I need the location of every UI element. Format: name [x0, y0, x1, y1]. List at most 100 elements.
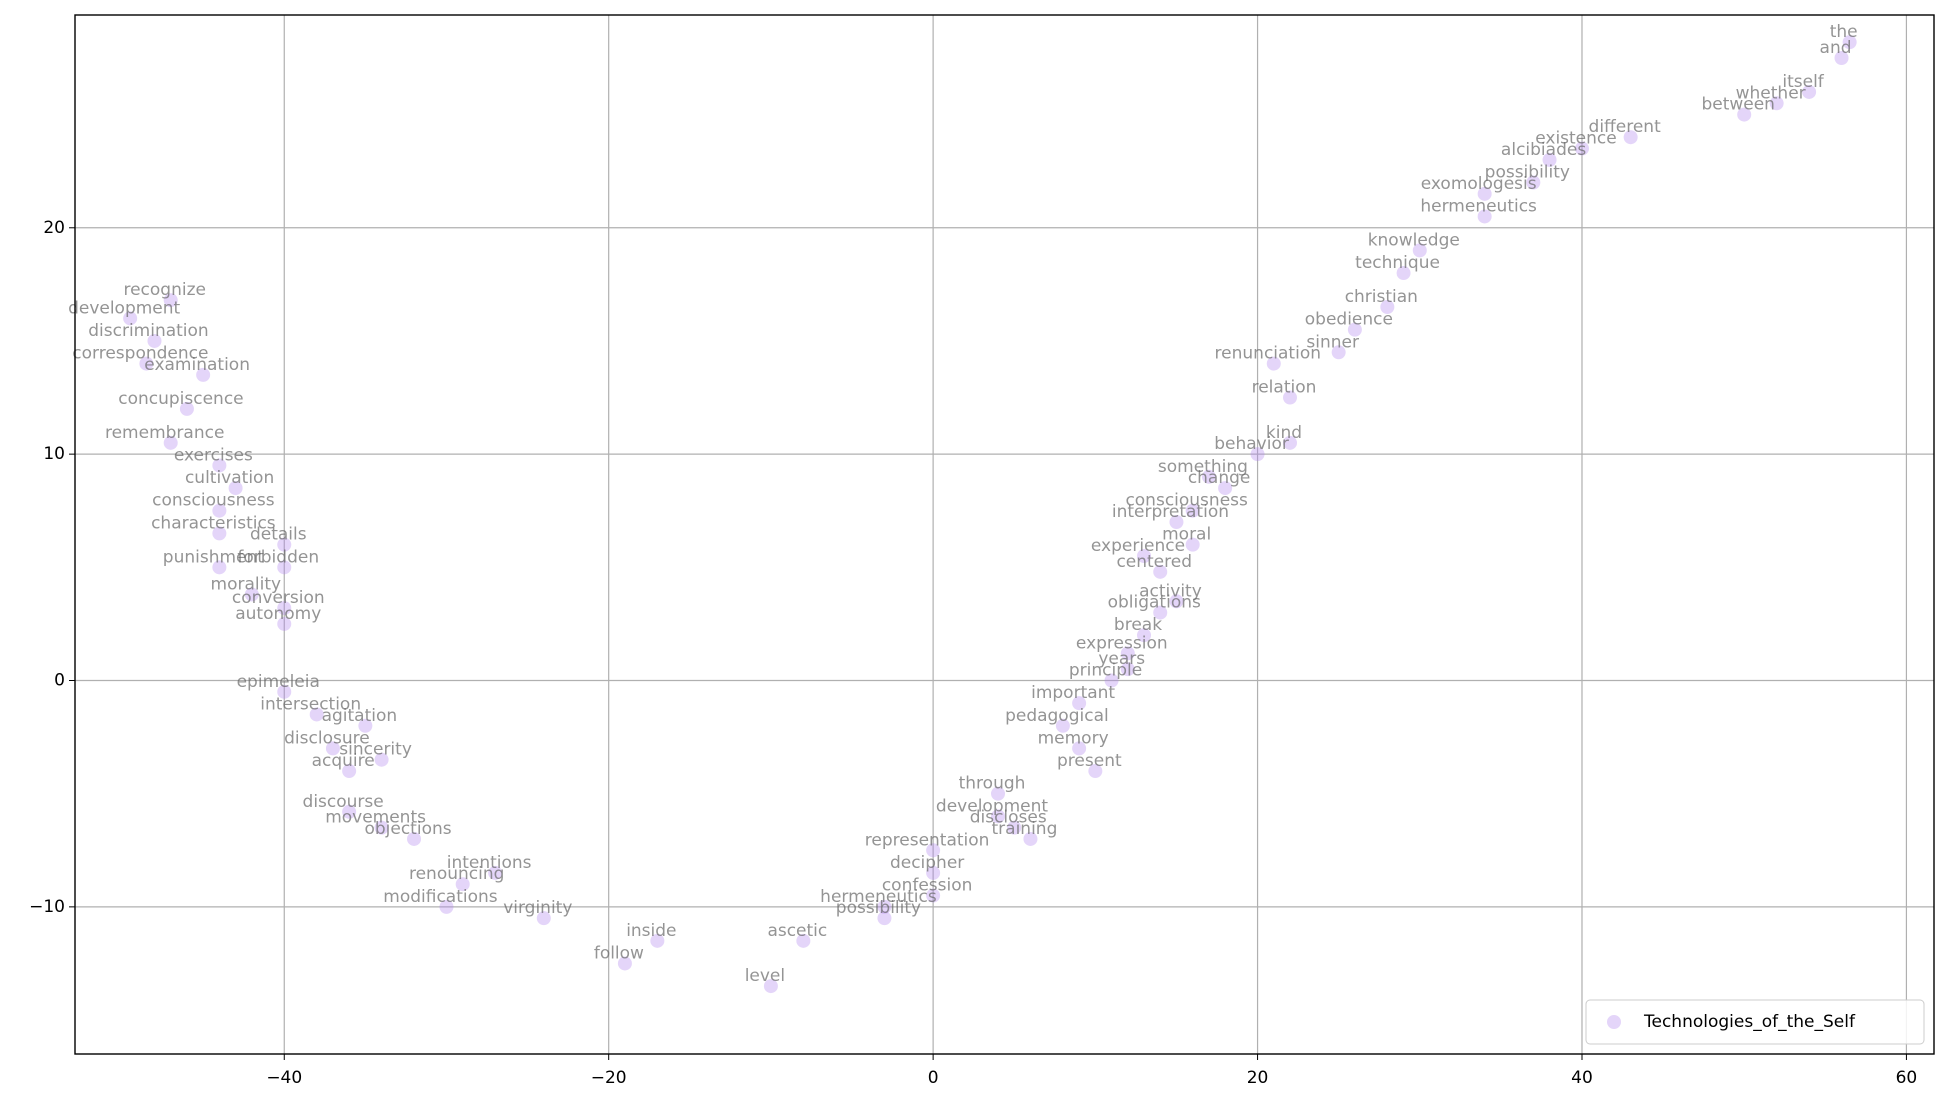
point-label: alcibiades: [1501, 140, 1586, 160]
legend-box: [1585, 999, 1925, 1045]
point-label: level: [745, 966, 785, 986]
point: [1834, 51, 1849, 66]
point: [163, 293, 178, 308]
point: [374, 752, 389, 767]
point: [877, 911, 892, 926]
point-label: moral: [1162, 525, 1211, 545]
legend-marker: [1607, 1015, 1621, 1029]
point-label: follow: [594, 943, 644, 963]
point: [325, 741, 340, 756]
point-label: consciousness: [152, 491, 275, 511]
point-label: whether: [1736, 83, 1806, 103]
x-tick-label: 20: [1247, 1068, 1269, 1088]
point: [1542, 152, 1557, 167]
point: [1396, 266, 1411, 281]
point-label: characteristics: [151, 513, 276, 533]
point: [926, 843, 941, 858]
point-label: kind: [1266, 423, 1302, 443]
x-tick-label: −20: [591, 1068, 627, 1088]
point-label: forbidden: [237, 547, 319, 567]
point: [455, 877, 470, 892]
point-label: intentions: [447, 853, 532, 873]
point: [926, 865, 941, 880]
point: [277, 684, 292, 699]
point-label: details: [250, 525, 307, 545]
point: [1574, 141, 1589, 156]
point-label: examination: [144, 355, 250, 375]
point-label: ascetic: [767, 921, 827, 941]
point-label: different: [1589, 117, 1662, 137]
point-label: morality: [211, 574, 282, 594]
point: [1153, 605, 1168, 620]
x-tick-label: 0: [928, 1068, 939, 1088]
point-label: through: [959, 774, 1026, 794]
point: [1250, 447, 1265, 462]
point-label: between: [1701, 95, 1775, 115]
point-label: interpretation: [1112, 502, 1229, 522]
point: [374, 820, 389, 835]
point: [1169, 515, 1184, 530]
point-label: important: [1031, 683, 1115, 703]
point: [796, 933, 811, 948]
point: [1137, 628, 1152, 643]
point: [1769, 96, 1784, 111]
point-label: something: [1158, 457, 1248, 477]
point: [163, 435, 178, 450]
point: [1055, 718, 1070, 733]
point: [1623, 130, 1638, 145]
point: [179, 401, 194, 416]
point: [277, 616, 292, 631]
point: [1120, 646, 1135, 661]
point-label: conversion: [232, 588, 325, 608]
point: [1007, 820, 1022, 835]
point-label: exercises: [174, 445, 253, 465]
point-label: hermeneutics: [820, 887, 937, 907]
point-label: confession: [882, 876, 973, 896]
point: [1185, 537, 1200, 552]
point: [1526, 175, 1541, 190]
point-label: the: [1830, 22, 1858, 42]
point: [1347, 322, 1362, 337]
point: [1283, 435, 1298, 450]
point: [1266, 356, 1281, 371]
point-label: decipher: [890, 853, 964, 873]
point: [1477, 209, 1492, 224]
point: [123, 311, 138, 326]
point-label: activity: [1139, 581, 1202, 601]
point: [1842, 35, 1857, 50]
point-label: discourse: [303, 792, 384, 812]
point-label: expression: [1076, 633, 1168, 653]
point-label: development: [936, 796, 1048, 816]
point-label: training: [992, 819, 1058, 839]
point: [342, 764, 357, 779]
point-label: memory: [1038, 728, 1109, 748]
point: [439, 899, 454, 914]
point-label: discrimination: [88, 321, 208, 341]
point-label: correspondence: [72, 344, 208, 364]
point-label: renunciation: [1215, 344, 1321, 364]
point-label: relation: [1252, 378, 1317, 398]
point: [277, 601, 292, 616]
point-label: representation: [865, 830, 990, 850]
point-label: cultivation: [185, 468, 274, 488]
point-label: disclosure: [284, 728, 370, 748]
point: [1072, 741, 1087, 756]
point: [139, 356, 154, 371]
point: [1737, 107, 1752, 122]
x-tick-label: 40: [1571, 1068, 1593, 1088]
point-label: christian: [1345, 287, 1418, 307]
point: [277, 537, 292, 552]
point: [309, 707, 324, 722]
point: [1023, 831, 1038, 846]
point-label: intersection: [260, 694, 361, 714]
point-label: concupiscence: [118, 389, 243, 409]
point-label: break: [1114, 615, 1162, 635]
point: [1218, 481, 1233, 496]
point-label: virginity: [503, 898, 572, 918]
x-tick-label: 60: [1896, 1068, 1918, 1088]
point-label: movements: [325, 808, 426, 828]
point: [1088, 764, 1103, 779]
point-label: inside: [626, 921, 676, 941]
